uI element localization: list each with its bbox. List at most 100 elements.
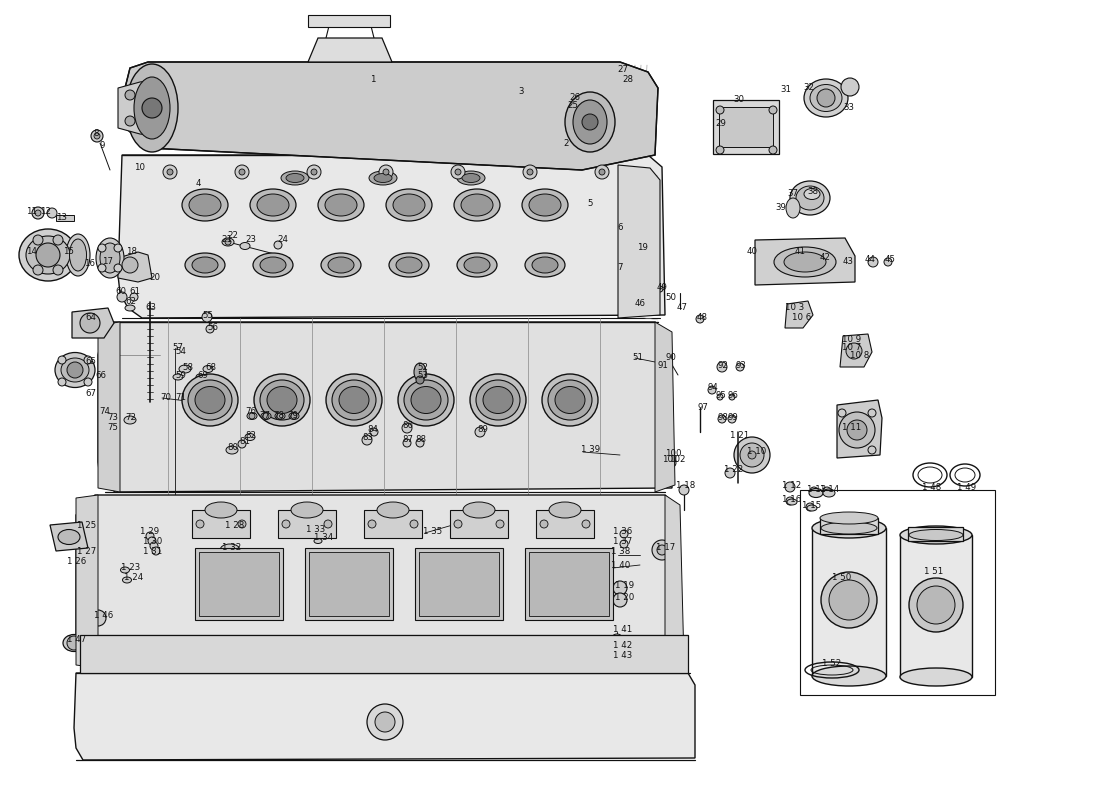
Polygon shape — [76, 495, 682, 668]
Polygon shape — [654, 322, 675, 492]
Text: 1 46: 1 46 — [94, 610, 113, 619]
Ellipse shape — [774, 247, 836, 277]
Circle shape — [206, 325, 214, 333]
Ellipse shape — [321, 253, 361, 277]
Text: 19: 19 — [637, 242, 648, 251]
Text: 70: 70 — [160, 393, 170, 402]
Bar — [415, 548, 503, 620]
Circle shape — [403, 439, 411, 447]
Circle shape — [91, 130, 103, 142]
Ellipse shape — [820, 512, 878, 524]
Ellipse shape — [463, 502, 495, 518]
Circle shape — [718, 415, 726, 423]
Circle shape — [148, 537, 156, 545]
Circle shape — [196, 520, 204, 528]
Ellipse shape — [122, 577, 132, 583]
Ellipse shape — [189, 194, 221, 216]
Ellipse shape — [620, 79, 630, 85]
Ellipse shape — [314, 538, 322, 543]
Ellipse shape — [55, 353, 95, 387]
Text: 1 42: 1 42 — [613, 641, 632, 650]
Text: 78: 78 — [273, 410, 284, 419]
Ellipse shape — [456, 253, 497, 277]
Circle shape — [522, 165, 537, 179]
Ellipse shape — [522, 189, 568, 221]
Text: 54: 54 — [175, 347, 186, 357]
Text: 37: 37 — [786, 189, 798, 198]
Ellipse shape — [309, 528, 319, 534]
Text: 1 52: 1 52 — [822, 658, 842, 667]
Text: 1 15: 1 15 — [802, 501, 822, 510]
Bar — [309, 552, 389, 616]
Ellipse shape — [192, 257, 218, 273]
Circle shape — [582, 114, 598, 130]
Text: 22: 22 — [227, 230, 238, 239]
Circle shape — [33, 235, 43, 245]
Ellipse shape — [414, 363, 426, 381]
Text: 1 31: 1 31 — [143, 547, 163, 557]
Ellipse shape — [205, 502, 236, 518]
Circle shape — [167, 169, 173, 175]
Circle shape — [163, 165, 177, 179]
Bar — [908, 527, 962, 541]
Text: 1 40: 1 40 — [610, 562, 630, 570]
Ellipse shape — [332, 380, 376, 420]
Bar — [305, 548, 393, 620]
Circle shape — [202, 312, 212, 322]
Ellipse shape — [245, 434, 255, 441]
Ellipse shape — [613, 646, 621, 652]
Circle shape — [868, 257, 878, 267]
Bar — [719, 107, 773, 147]
Text: 90: 90 — [666, 353, 675, 362]
Circle shape — [823, 487, 830, 495]
Text: 61: 61 — [129, 287, 140, 297]
Text: 6: 6 — [617, 222, 623, 231]
Text: 64: 64 — [85, 313, 96, 322]
Text: 8: 8 — [94, 129, 99, 138]
Circle shape — [239, 169, 245, 175]
Ellipse shape — [804, 189, 820, 199]
Ellipse shape — [662, 452, 674, 460]
Circle shape — [769, 146, 777, 154]
Text: 52: 52 — [417, 362, 428, 371]
Ellipse shape — [19, 229, 77, 281]
Text: 1 36: 1 36 — [613, 527, 632, 537]
Circle shape — [600, 169, 605, 175]
Bar — [525, 548, 613, 620]
Text: 75: 75 — [107, 422, 118, 431]
Text: 15: 15 — [63, 247, 74, 257]
Text: 80: 80 — [227, 442, 238, 451]
Circle shape — [785, 482, 795, 492]
Text: 42: 42 — [820, 253, 830, 262]
Polygon shape — [76, 495, 98, 668]
Ellipse shape — [393, 194, 425, 216]
Circle shape — [80, 313, 100, 333]
Ellipse shape — [254, 374, 310, 426]
Polygon shape — [618, 165, 660, 318]
Circle shape — [33, 265, 43, 275]
Text: 1 28: 1 28 — [226, 521, 244, 530]
Ellipse shape — [280, 171, 309, 185]
Text: 51: 51 — [632, 353, 644, 362]
Ellipse shape — [328, 257, 354, 273]
Bar — [450, 510, 508, 538]
Circle shape — [917, 586, 955, 624]
Bar — [199, 552, 279, 616]
Ellipse shape — [286, 174, 304, 182]
Text: 1 51: 1 51 — [924, 567, 944, 577]
Text: 13: 13 — [56, 213, 67, 222]
Ellipse shape — [240, 242, 250, 250]
Circle shape — [789, 313, 799, 323]
Text: 16: 16 — [84, 258, 95, 267]
Text: autostores: autostores — [374, 399, 626, 441]
Circle shape — [114, 264, 122, 272]
Text: 2: 2 — [563, 138, 569, 147]
Ellipse shape — [461, 194, 493, 216]
Text: 1 13: 1 13 — [807, 485, 826, 494]
Circle shape — [842, 78, 859, 96]
Circle shape — [657, 545, 667, 555]
Circle shape — [696, 315, 704, 323]
Circle shape — [142, 98, 162, 118]
Circle shape — [117, 292, 126, 302]
Text: 45: 45 — [886, 254, 896, 263]
